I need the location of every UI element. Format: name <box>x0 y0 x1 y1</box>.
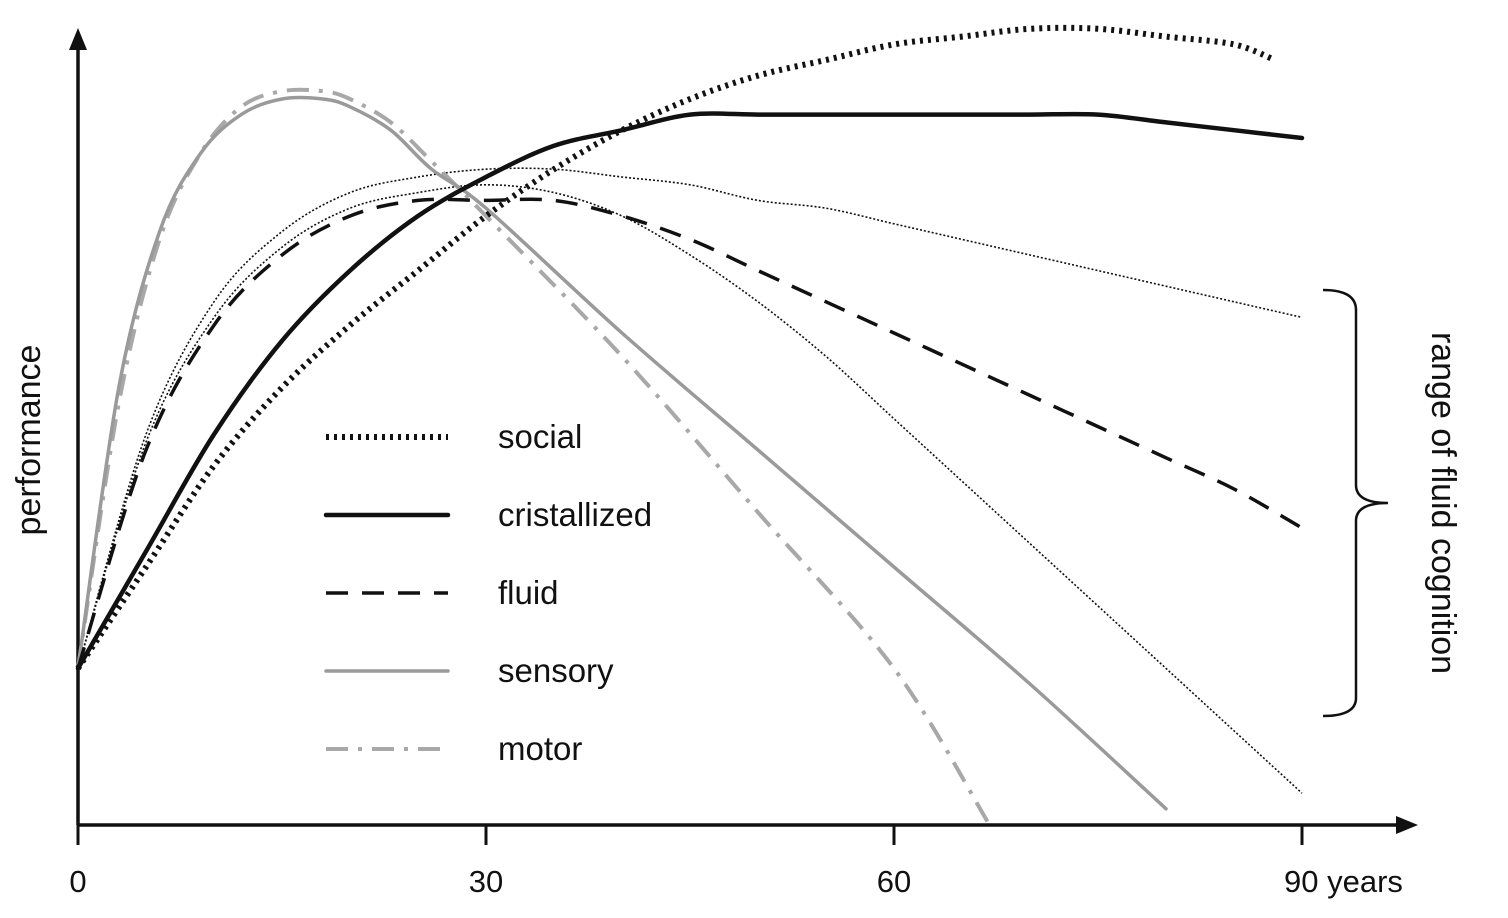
legend-label-fluid: fluid <box>498 574 559 611</box>
series-line-fluid-upper <box>77 167 1303 669</box>
legend-label-sensory: sensory <box>498 652 614 689</box>
legend: social cristallized fluid sensory motor <box>323 418 652 767</box>
axes: performance <box>10 28 1418 834</box>
y-axis-arrow <box>69 28 87 50</box>
legend-label-social: social <box>498 418 582 455</box>
legend-label-cristallized: cristallized <box>498 496 652 533</box>
fluid-range-bracket: range of fluid cognition <box>1322 288 1462 718</box>
x-tick-label: 60 <box>877 864 911 899</box>
x-tick-label: 0 <box>69 864 86 899</box>
series-layer <box>75 24 1305 826</box>
x-ticks: 0 30 60 90 years <box>69 825 1403 899</box>
legend-label-motor: motor <box>498 730 582 767</box>
x-tick-label: 90 years <box>1284 864 1403 899</box>
series-line-fluid-lower <box>77 184 1303 794</box>
bracket-label: range of fluid cognition <box>1424 332 1462 674</box>
x-axis-arrow <box>1396 816 1418 834</box>
series-line-sensory <box>76 95 1168 811</box>
series-line-cristallized <box>75 111 1305 671</box>
x-tick-label: 30 <box>469 864 503 899</box>
series-line-social <box>75 24 1276 671</box>
series-line-fluid <box>76 197 1303 669</box>
y-axis-title: performance <box>10 345 48 536</box>
bracket-shape <box>1322 288 1389 718</box>
